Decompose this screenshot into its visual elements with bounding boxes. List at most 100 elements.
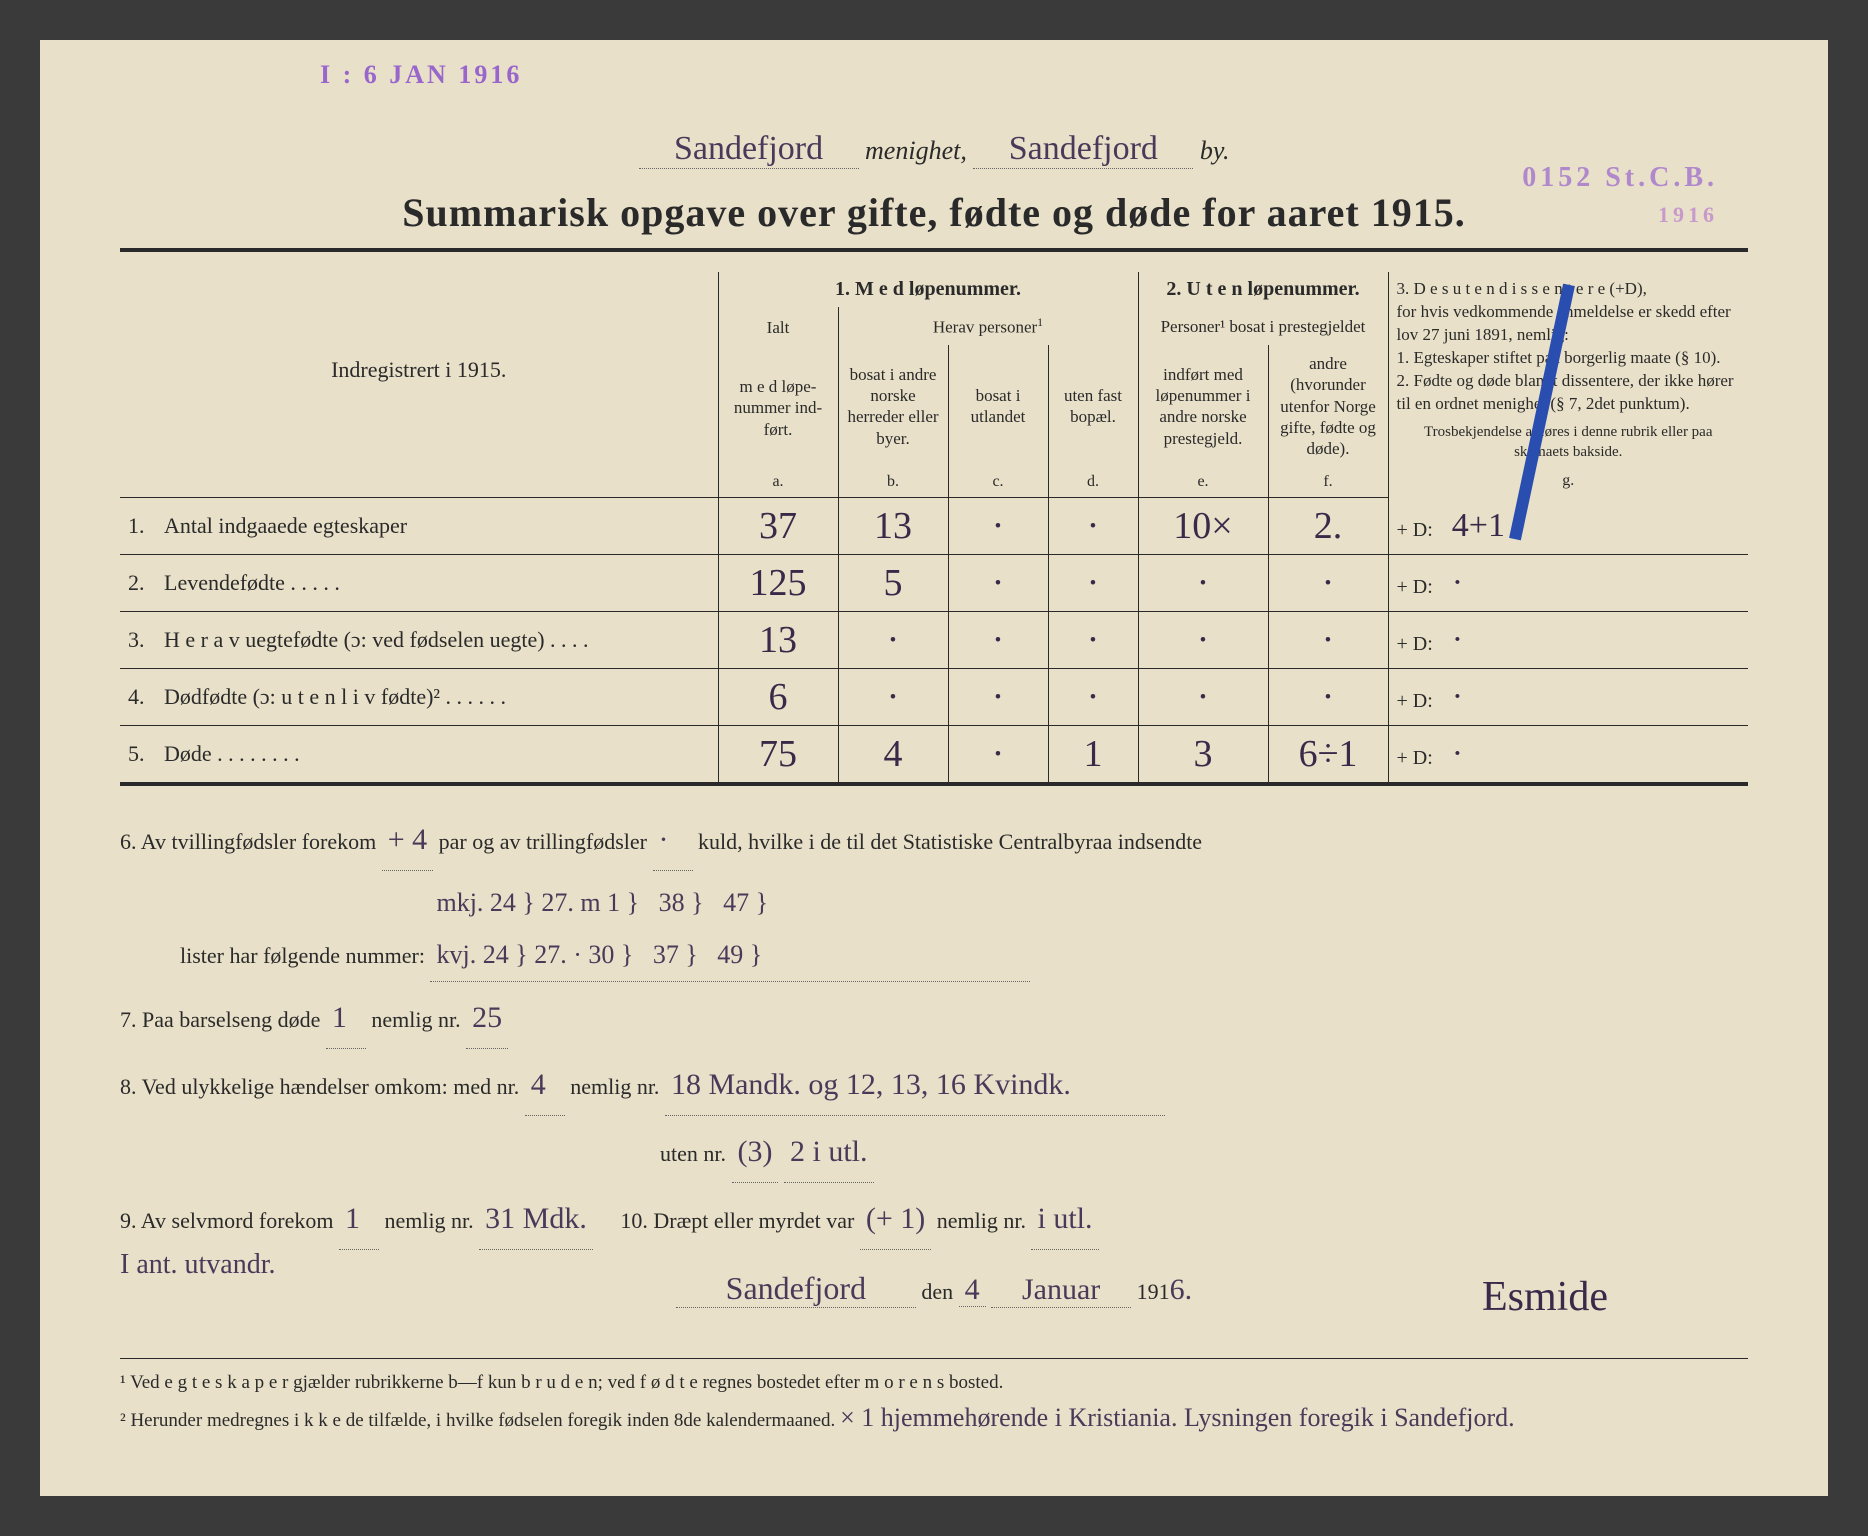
murder-count: (+ 1)	[860, 1189, 931, 1250]
row-label: Antal indgaaede egteskaper	[164, 513, 407, 538]
cell-g: ·	[1448, 615, 1467, 664]
letter-d: d.	[1048, 467, 1138, 498]
page-title: Summarisk opgave over gifte, fødte og dø…	[120, 189, 1748, 236]
row-label: H e r a v uegtefødte (ɔ: ved fødselen ue…	[164, 627, 589, 652]
cell-a: 75	[718, 726, 838, 785]
accident-uten-txt: 2 i utl.	[784, 1122, 874, 1183]
col-e: indført med løpenummer i andre norske pr…	[1138, 345, 1268, 467]
stamp-code: St.C.B.	[1605, 162, 1718, 193]
cell-b: ·	[838, 669, 948, 726]
cell-c: ·	[948, 612, 1048, 669]
archive-stamp: 0152 St.C.B. 1916	[1522, 160, 1718, 233]
section3-item2: 2. Fødte og døde blandt dissentere, der …	[1397, 370, 1741, 416]
cell-g: ·	[1448, 729, 1467, 778]
accident-count: 4	[525, 1055, 565, 1116]
table-row: 4.Dødfødte (ɔ: u t e n l i v fødte)² . .…	[120, 669, 1748, 726]
childbed-count: 1	[326, 988, 366, 1049]
line-8: 8. Ved ulykkelige hændelser omkom: med n…	[120, 1055, 1748, 1116]
date-stamp: I : 6 JAN 1916	[320, 60, 522, 90]
cell-f: ·	[1268, 555, 1388, 612]
plus-d: + D:	[1397, 519, 1433, 541]
row-num: 1.	[128, 513, 164, 539]
line-7: 7. Paa barselseng døde 1 nemlig nr. 25	[120, 988, 1748, 1049]
row-label: Levendefødte . . . . .	[164, 570, 340, 595]
main-table: Indregistrert i 1915. 1. M e d løpenumme…	[120, 272, 1748, 786]
twins-count: + 4	[382, 810, 433, 871]
plus-d: + D:	[1397, 747, 1433, 769]
footnote-1: ¹ Ved e g t e s k a p e r gjælder rubrik…	[120, 1369, 1748, 1398]
cell-e: ·	[1138, 555, 1268, 612]
footnote-rule	[120, 1358, 1748, 1359]
cell-a: 125	[718, 555, 838, 612]
row-num: 5.	[128, 741, 164, 767]
cell-d: ·	[1048, 669, 1138, 726]
cell-b: ·	[838, 612, 948, 669]
city-name: Sandefjord	[973, 130, 1193, 169]
cell-f: 2.	[1268, 498, 1388, 555]
cell-e: ·	[1138, 612, 1268, 669]
row-num: 2.	[128, 570, 164, 596]
cell-c: ·	[948, 726, 1048, 785]
section3-foot: Trosbekjendelse anføres i denne rubrik e…	[1397, 422, 1741, 463]
murder-nr: i utl.	[1031, 1189, 1098, 1250]
cell-g: ·	[1448, 672, 1467, 721]
section3-item1: 1. Egteskaper stiftet paa borgerlig maat…	[1397, 347, 1741, 370]
signing-month: Januar	[991, 1273, 1131, 1308]
row-label: Dødfødte (ɔ: u t e n l i v fødte)² . . .…	[164, 684, 506, 709]
letter-c: c.	[948, 467, 1048, 498]
cell-d: ·	[1048, 612, 1138, 669]
label-menighet: menighet,	[865, 136, 967, 165]
cell-e: 10×	[1138, 498, 1268, 555]
footnotes: ¹ Ved e g t e s k a p e r gjælder rubrik…	[120, 1369, 1748, 1437]
section1-title: 1. M e d løpenummer.	[718, 272, 1138, 307]
row-num: 4.	[128, 684, 164, 710]
footnote-2: ² Herunder medregnes i k k e de tilfælde…	[120, 1398, 1748, 1437]
cell-g: ·	[1448, 558, 1467, 607]
letter-a: a.	[718, 467, 838, 498]
table-row: 3.H e r a v uegtefødte (ɔ: ved fødselen …	[120, 612, 1748, 669]
cell-f: ·	[1268, 612, 1388, 669]
stamp-number: 0152	[1522, 162, 1594, 193]
label-by: by.	[1200, 136, 1230, 165]
accident-nrs: 18 Mandk. og 12, 13, 16 Kvindk.	[665, 1055, 1165, 1116]
col-a-ialt: Ialt	[718, 307, 838, 349]
footnote-x: × 1 hjemmehørende i Kristiania. Lysninge…	[840, 1403, 1515, 1432]
letter-e: e.	[1138, 467, 1268, 498]
cell-d: 1	[1048, 726, 1138, 785]
row-num: 3.	[128, 627, 164, 653]
cell-b: 13	[838, 498, 948, 555]
col-b: bosat i andre norske herreder eller byer…	[838, 345, 948, 467]
letter-f: f.	[1268, 467, 1388, 498]
cell-e: 3	[1138, 726, 1268, 785]
line-6b: lister har følgende nummer: mkj. 24 } 27…	[120, 877, 1748, 982]
line-8b: uten nr. (3) 2 i utl.	[120, 1122, 1748, 1183]
col-left-header: Indregistrert i 1915.	[120, 272, 718, 467]
line-6: 6. Av tvillingfødsler forekom + 4 par og…	[120, 810, 1748, 871]
table-row: 1.Antal indgaaede egteskaper 37 13 · · 1…	[120, 498, 1748, 555]
cell-c: ·	[948, 669, 1048, 726]
triplets-count: ·	[653, 810, 693, 871]
cell-a: 6	[718, 669, 838, 726]
signing-year: 6.	[1170, 1273, 1193, 1306]
cell-b: 4	[838, 726, 948, 785]
section2-sub: Personer¹ bosat i prestegjeldet	[1138, 307, 1388, 345]
childbed-nr: 25	[466, 988, 508, 1049]
letter-b: b.	[838, 467, 948, 498]
table-row: 5.Døde . . . . . . . . 75 4 · 1 3 6÷1 + …	[120, 726, 1748, 785]
section3-cell: 3. D e s u t e n d i s s e n t e r e (+D…	[1388, 272, 1748, 498]
ialt-label: Ialt	[767, 318, 790, 337]
cell-e: ·	[1138, 669, 1268, 726]
cell-f: 6÷1	[1268, 726, 1388, 785]
section2-title: 2. U t e n løpenummer.	[1138, 272, 1388, 307]
plus-d: + D:	[1397, 576, 1433, 598]
signing-day: 4	[959, 1273, 986, 1307]
suicide-count: 1	[339, 1189, 379, 1250]
letter-g: g.	[1397, 470, 1741, 492]
cell-a: 37	[718, 498, 838, 555]
plus-d: + D:	[1397, 690, 1433, 712]
margin-note: I ant. utvandr.	[120, 1249, 276, 1281]
lower-section: 6. Av tvillingfødsler forekom + 4 par og…	[120, 810, 1748, 1250]
col-c: bosat i utlandet	[948, 345, 1048, 467]
cell-d: ·	[1048, 555, 1138, 612]
cell-b: 5	[838, 555, 948, 612]
